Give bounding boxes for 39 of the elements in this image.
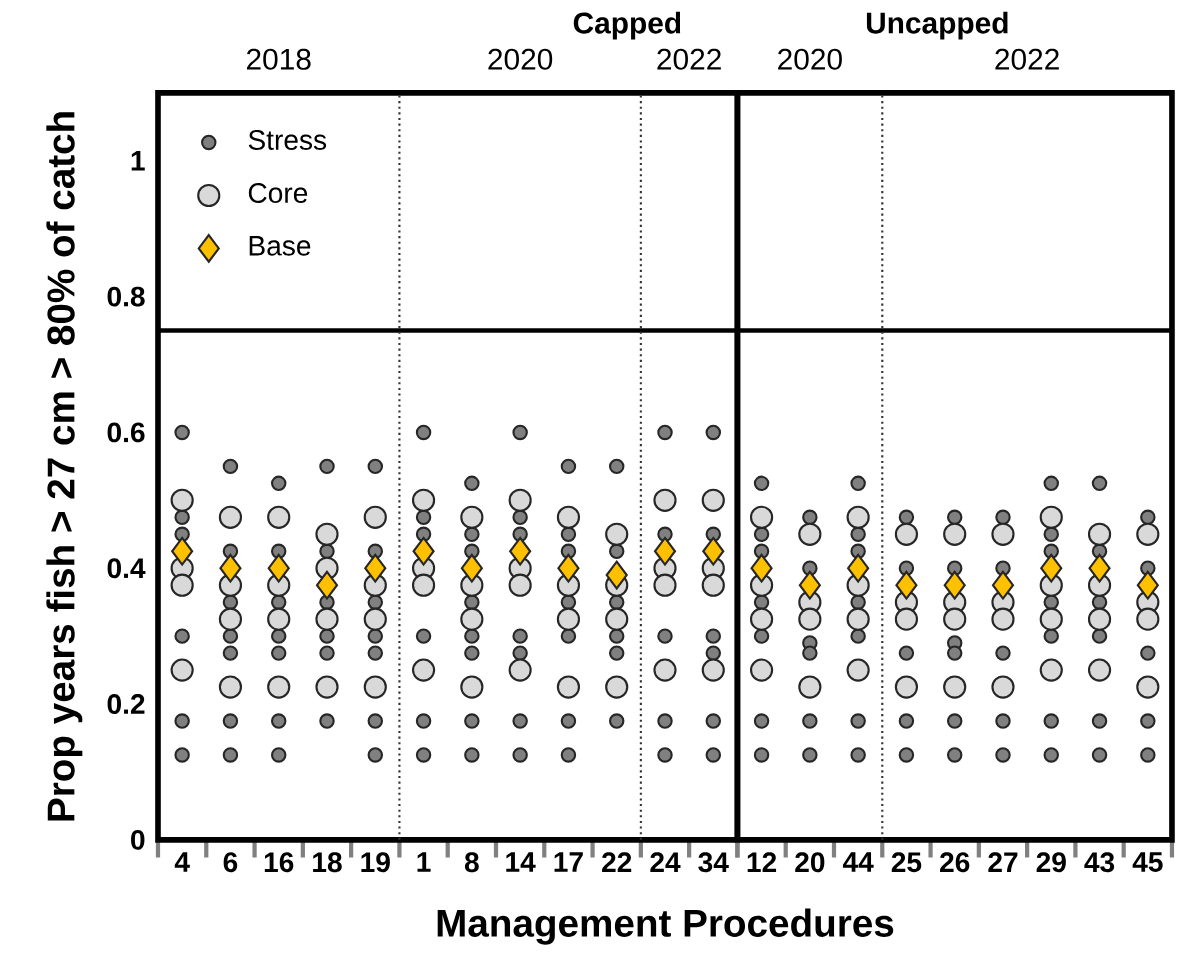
y-tick-label: 1 <box>131 150 145 171</box>
x-tick-label: 6 <box>223 852 238 872</box>
x-tick-label: 22 <box>602 852 632 872</box>
text: 2020 <box>778 48 842 70</box>
x-tick-label: 18 <box>313 852 342 872</box>
y-tick-label: 0.2 <box>107 693 145 714</box>
text: 2022 <box>995 48 1059 70</box>
x-tick-label: 45 <box>1132 852 1163 872</box>
x-tick-label: 44 <box>842 852 874 872</box>
legend-label: Core <box>248 182 308 203</box>
x-tick-label: 27 <box>988 852 1018 872</box>
x-tick-label: 25 <box>891 852 922 872</box>
x-tick-label: 8 <box>464 852 479 872</box>
legend-label: Base <box>249 235 311 256</box>
y-tick-label: 0.6 <box>107 422 145 443</box>
x-tick-label: 4 <box>174 852 190 872</box>
text: 2018 <box>246 48 311 70</box>
x-tick-label: 29 <box>1036 852 1066 872</box>
x-tick-label: 14 <box>506 852 536 872</box>
x-tick-label: 34 <box>698 852 729 873</box>
y-tick-label: 0.8 <box>107 286 145 307</box>
x-tick-label: 43 <box>1084 852 1115 873</box>
x-tick-label: 20 <box>795 852 825 872</box>
chart-title: Capped <box>573 11 681 40</box>
x-tick-label: 12 <box>747 852 777 872</box>
x-tick-label: 19 <box>361 852 390 872</box>
x-tick-label: 17 <box>554 852 583 872</box>
x-tick-label: 1 <box>417 852 431 872</box>
chart-title: Uncapped <box>866 11 1008 40</box>
x-axis-title: Management Procedures <box>437 908 894 945</box>
text: 2020 <box>488 48 553 70</box>
legend-label: Stress <box>248 129 327 150</box>
x-tick-label: 16 <box>264 852 294 872</box>
y-axis-title: Prop years fish > 27 cm > 80% of catch <box>46 111 83 821</box>
x-tick-label: 26 <box>940 852 970 872</box>
y-tick-label: 0 <box>131 829 145 850</box>
x-tick-label: 24 <box>650 852 681 872</box>
text: 2022 <box>657 48 721 70</box>
y-tick-label: 0.4 <box>107 558 146 578</box>
